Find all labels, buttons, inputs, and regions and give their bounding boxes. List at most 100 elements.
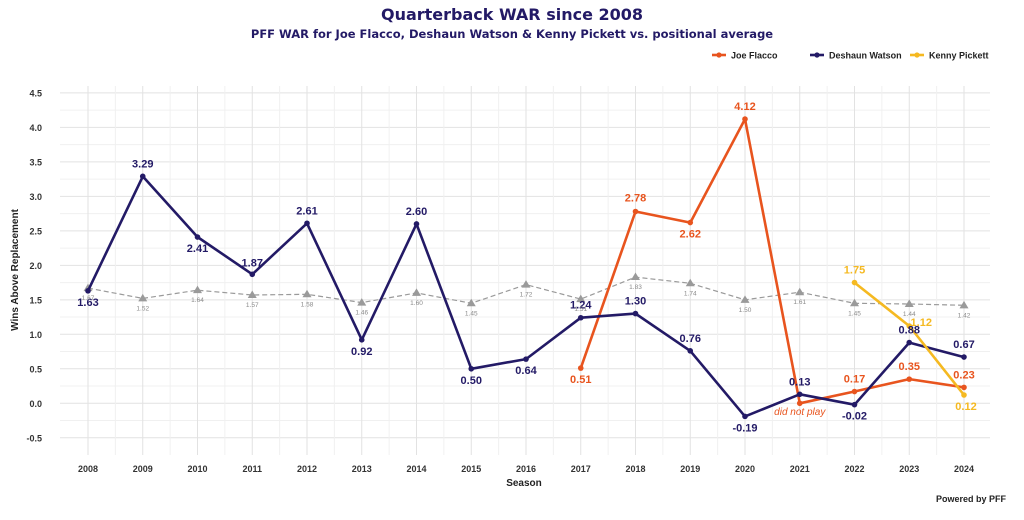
joe-flacco-data-label: 0.17 — [844, 374, 865, 386]
y-tick-label: 0.5 — [29, 364, 42, 374]
average-data-label: 1.72 — [520, 292, 533, 299]
kenny-pickett-data-label: 0.12 — [955, 401, 976, 413]
x-tick-label: 2013 — [352, 464, 372, 474]
legend-swatch-point — [914, 52, 920, 58]
y-tick-label: 3.5 — [29, 157, 42, 167]
deshaun-watson-point — [961, 354, 967, 360]
average-point — [193, 285, 202, 294]
y-axis-label: Wins Above Replacement — [10, 208, 21, 330]
deshaun-watson-data-label: 2.61 — [296, 205, 317, 217]
series-layer — [85, 116, 967, 420]
y-tick-label: 4.5 — [29, 88, 42, 98]
average-data-label: 1.61 — [793, 299, 806, 306]
average-point — [631, 272, 640, 281]
average-point — [795, 287, 805, 296]
average-point — [904, 299, 914, 307]
joe-flacco-point — [906, 376, 913, 382]
average-point — [247, 290, 257, 298]
average-point — [466, 298, 476, 307]
legend-label: Deshaun Watson — [829, 51, 902, 61]
deshaun-watson-data-label: 0.50 — [461, 375, 482, 387]
x-tick-label: 2019 — [680, 464, 700, 474]
average-point — [521, 280, 531, 288]
joe-flacco-data-label: 0.51 — [570, 374, 591, 386]
kenny-pickett-point — [906, 323, 913, 329]
x-tick-label: 2022 — [844, 464, 864, 474]
deshaun-watson-point — [577, 314, 584, 321]
x-tick-label: 2012 — [297, 464, 317, 474]
joe-flacco-data-label: 2.62 — [680, 229, 701, 241]
average-point — [850, 298, 859, 307]
credit-text: Powered by PFF — [936, 494, 1007, 504]
joe-flacco-data-label: 0.23 — [953, 369, 974, 381]
average-data-label: 1.45 — [848, 310, 861, 317]
average-point — [740, 295, 750, 303]
average-data-label: 1.64 — [191, 297, 204, 304]
deshaun-watson-point — [249, 271, 256, 278]
y-tick-label: 1.5 — [29, 295, 42, 305]
x-tick-label: 2011 — [242, 464, 262, 474]
deshaun-watson-data-label: 1.63 — [77, 297, 98, 309]
data-labels: 0.51 2.78 2.62 4.12 0.17 0.35 0.23 1.63 3.29 2.41… — [77, 101, 976, 434]
average-line — [87, 276, 965, 306]
joe-flacco-point — [577, 365, 584, 371]
deshaun-watson-point — [906, 339, 913, 346]
joe-flacco-data-label: 4.12 — [734, 101, 755, 113]
joe-flacco-data-label: 2.78 — [625, 193, 646, 205]
average-data-label: 1.57 — [246, 302, 259, 309]
average-point — [138, 293, 148, 302]
x-tick-label: 2023 — [899, 464, 919, 474]
deshaun-watson-point — [139, 173, 146, 180]
x-tick-label: 2017 — [571, 464, 591, 474]
legend-swatch-point — [814, 52, 820, 58]
y-tick-label: 4.0 — [29, 123, 42, 133]
kenny-pickett-data-label: 1.75 — [844, 265, 865, 277]
deshaun-watson-point — [523, 356, 529, 362]
legend-item-kenny-pickett: Kenny Pickett — [910, 51, 989, 61]
average-series — [83, 272, 969, 309]
deshaun-watson-point — [194, 234, 201, 240]
deshaun-watson-point — [85, 288, 91, 294]
legend: Joe Flacco Deshaun Watson Kenny Pickett — [712, 51, 989, 61]
deshaun-watson-data-label: 0.92 — [351, 346, 372, 358]
x-tick-label: 2015 — [461, 464, 481, 474]
x-tick-label: 2008 — [78, 464, 98, 474]
legend-label: Joe Flacco — [731, 51, 778, 61]
average-point — [302, 289, 312, 298]
x-axis-label: Season — [506, 478, 542, 489]
chart-subtitle: PFF WAR for Joe Flacco, Deshaun Watson &… — [251, 27, 773, 41]
y-tick-label: 1.0 — [29, 330, 42, 340]
joe-flacco-line — [579, 117, 965, 405]
deshaun-watson-point — [687, 348, 694, 354]
legend-item-deshaun-watson: Deshaun Watson — [810, 51, 902, 61]
average-point — [685, 278, 695, 287]
joe-flacco-point — [687, 219, 694, 226]
average-point — [412, 288, 421, 296]
average-data-label: 1.50 — [739, 307, 752, 314]
chart-title: Quarterback WAR since 2008 — [381, 5, 643, 24]
y-tick-label: 2.5 — [29, 226, 42, 236]
average-point — [959, 300, 969, 309]
deshaun-watson-data-label: 2.41 — [187, 243, 208, 255]
deshaun-watson-point — [304, 220, 310, 227]
average-data-label: 1.83 — [629, 284, 642, 291]
average-data-label: 1.42 — [958, 312, 971, 319]
deshaun-watson-point — [632, 310, 639, 317]
x-tick-label: 2021 — [790, 464, 810, 474]
joe-flacco-point — [742, 116, 748, 122]
deshaun-watson-data-label: 0.64 — [515, 365, 537, 377]
deshaun-watson-data-label: -0.19 — [732, 422, 757, 434]
deshaun-watson-point — [468, 365, 475, 372]
deshaun-watson-point — [413, 221, 420, 227]
deshaun-watson-point — [742, 413, 748, 420]
kenny-pickett-data-label: 1.12 — [911, 317, 932, 329]
average-data-label: 1.52 — [136, 305, 149, 312]
y-tick-label: 0.0 — [29, 399, 42, 409]
legend-swatch-point — [716, 52, 722, 58]
did-not-play-annotation: did not play — [774, 407, 826, 418]
deshaun-watson-data-label: 0.13 — [789, 376, 810, 388]
y-tick-label: -0.5 — [26, 433, 42, 443]
average-data-label: 1.46 — [355, 310, 368, 317]
legend-item-joe-flacco: Joe Flacco — [712, 51, 778, 61]
